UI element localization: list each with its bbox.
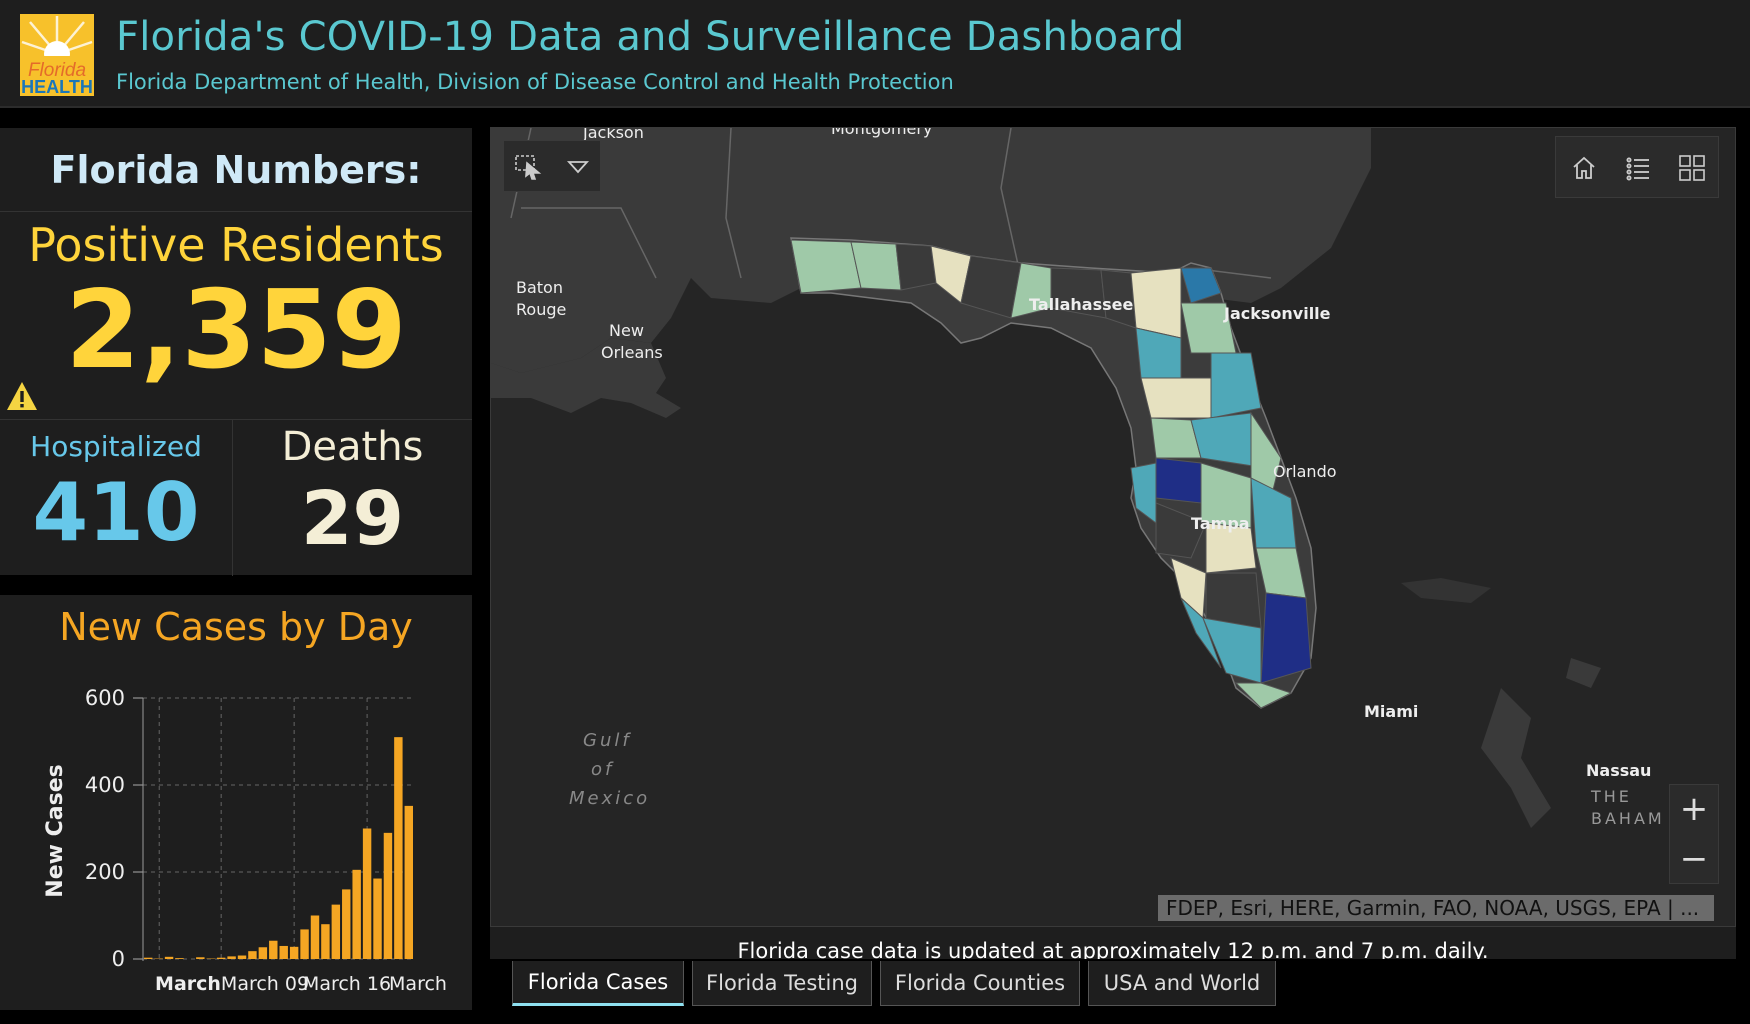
svg-text:Rouge: Rouge bbox=[516, 300, 566, 319]
x-tick-label: March 16 bbox=[303, 973, 391, 995]
city-label-tampa: Tampa bbox=[1191, 514, 1250, 533]
stat-divider bbox=[232, 420, 233, 576]
bahamas-label: THE bbox=[1590, 787, 1632, 806]
city-label-orlando: Orlando bbox=[1273, 462, 1337, 481]
map-canvas[interactable]: Jackson Montgomery Baton Rouge New Orlea… bbox=[491, 128, 1736, 927]
chart-bar bbox=[227, 956, 236, 959]
select-icon[interactable] bbox=[504, 141, 552, 191]
tab-florida-cases[interactable]: Florida Cases bbox=[512, 961, 684, 1006]
chart-bar bbox=[352, 869, 361, 959]
legend-list-icon[interactable] bbox=[1614, 143, 1662, 193]
home-icon[interactable] bbox=[1560, 143, 1608, 193]
y-tick-label: 400 bbox=[85, 773, 125, 797]
dashboard-header: Florida HEALTH Florida's COVID-19 Data a… bbox=[0, 0, 1750, 108]
chart-bar bbox=[144, 957, 153, 959]
x-tick-label: March bbox=[155, 973, 221, 995]
gulf-label: Gulf bbox=[583, 730, 632, 751]
tab-florida-counties[interactable]: Florida Counties bbox=[880, 961, 1080, 1006]
positive-residents-label: Positive Residents bbox=[28, 218, 444, 272]
update-note-strip: Florida case data is updated at approxim… bbox=[490, 927, 1736, 959]
hospitalized-label: Hospitalized bbox=[30, 430, 202, 463]
update-note: Florida case data is updated at approxim… bbox=[737, 939, 1489, 959]
florida-land bbox=[790, 237, 1317, 709]
city-label-miami: Miami bbox=[1364, 702, 1418, 721]
city-label-nassau: Nassau bbox=[1586, 761, 1651, 780]
louisiana-coast bbox=[491, 338, 681, 418]
city-label-jacksonville: Jacksonville bbox=[1223, 304, 1331, 323]
y-tick-label: 600 bbox=[85, 686, 125, 710]
new-cases-chart-panel: New Cases by Day 0 200 400 600 March March 09… bbox=[0, 595, 472, 1010]
tab-florida-testing[interactable]: Florida Testing bbox=[692, 961, 872, 1006]
city-label-tallahassee: Tallahassee bbox=[1029, 295, 1134, 314]
zoom-out-button[interactable]: − bbox=[1679, 839, 1709, 879]
chart-bar bbox=[362, 828, 372, 959]
chart-bar bbox=[175, 958, 184, 959]
y-axis-label: New Cases bbox=[43, 764, 68, 897]
page-subtitle: Florida Department of Health, Division o… bbox=[116, 70, 954, 94]
chevron-down-icon[interactable] bbox=[554, 141, 602, 191]
chart-bar bbox=[216, 957, 226, 959]
chart-bar bbox=[164, 956, 174, 959]
chart-bar bbox=[258, 947, 268, 959]
zoom-control: + − bbox=[1669, 784, 1719, 884]
page-title: Florida's COVID-19 Data and Surveillance… bbox=[116, 14, 1185, 60]
chart-bar bbox=[279, 945, 288, 959]
deaths-label: Deaths bbox=[281, 424, 424, 470]
chart-bar bbox=[342, 889, 351, 959]
svg-text:Orleans: Orleans bbox=[601, 343, 663, 362]
tab-usa-and-world[interactable]: USA and World bbox=[1088, 961, 1276, 1006]
zoom-in-button[interactable]: + bbox=[1679, 789, 1709, 829]
bahamas bbox=[1481, 688, 1551, 828]
numbers-heading: Florida Numbers: bbox=[0, 128, 472, 212]
stats-row: Hospitalized 410 Deaths 29 bbox=[0, 419, 472, 576]
deaths-value: 29 bbox=[301, 476, 404, 562]
chart-bar bbox=[237, 955, 247, 959]
positive-residents-value: 2,359 bbox=[65, 268, 407, 393]
svg-text:BAHAM: BAHAM bbox=[1591, 809, 1665, 828]
chart-bar bbox=[383, 832, 393, 959]
y-tick-label: 0 bbox=[112, 947, 125, 971]
florida-map[interactable]: Jackson Montgomery Baton Rouge New Orlea… bbox=[490, 127, 1736, 927]
x-tick-label: March bbox=[389, 973, 447, 995]
svg-text:Mexico: Mexico bbox=[569, 788, 650, 809]
chart-bar bbox=[373, 878, 382, 959]
city-label-jackson: Jackson bbox=[582, 128, 644, 142]
chart-bar bbox=[300, 929, 309, 959]
map-attribution[interactable]: FDEP, Esri, HERE, Garmin, FAO, NOAA, USG… bbox=[1158, 895, 1714, 921]
chart-bar bbox=[321, 924, 330, 959]
y-tick-label: 200 bbox=[85, 860, 125, 884]
city-label-montgomery: Montgomery bbox=[831, 128, 932, 138]
svg-text:of: of bbox=[591, 759, 614, 780]
svg-text:Florida: Florida bbox=[28, 60, 86, 81]
select-tool-group bbox=[503, 140, 601, 192]
chart-bar bbox=[331, 904, 341, 959]
hospitalized-value: 410 bbox=[32, 466, 200, 559]
city-label-new-orleans: New bbox=[609, 321, 644, 340]
chart-bar bbox=[394, 737, 403, 959]
basemap-gallery-icon[interactable] bbox=[1668, 143, 1716, 193]
chart-bar bbox=[269, 940, 278, 959]
chart-bar bbox=[404, 805, 413, 959]
florida-numbers-panel: Florida Numbers: Positive Residents 2,35… bbox=[0, 128, 472, 576]
chart-bar bbox=[310, 915, 320, 959]
warning-icon[interactable] bbox=[6, 380, 38, 412]
map-widget-group bbox=[1555, 136, 1719, 198]
x-tick-label: March 09 bbox=[221, 973, 309, 995]
chart-bar bbox=[248, 951, 257, 959]
svg-text:HEALTH: HEALTH bbox=[21, 77, 93, 96]
city-label-baton-rouge: Baton bbox=[516, 278, 563, 297]
chart-bar bbox=[196, 957, 205, 959]
chart-bar bbox=[289, 946, 299, 959]
florida-health-logo: Florida HEALTH bbox=[20, 14, 94, 96]
chart-title: New Cases by Day bbox=[59, 605, 413, 649]
